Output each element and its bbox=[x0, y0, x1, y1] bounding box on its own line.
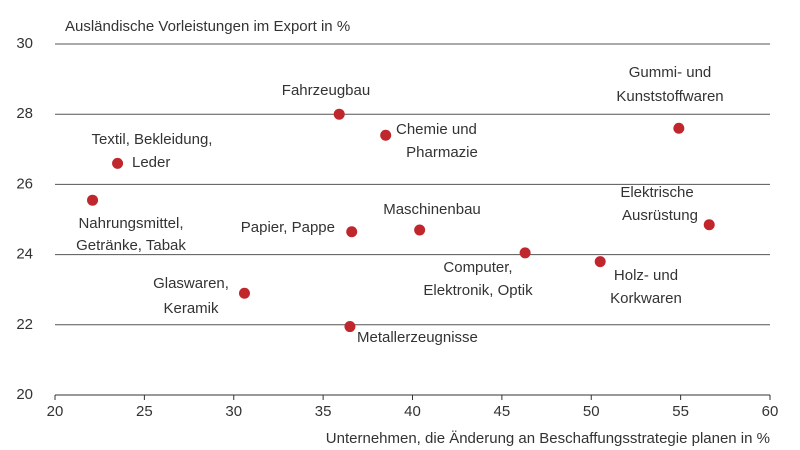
point-label: Papier, Pappe bbox=[241, 219, 335, 236]
y-tick-label: 28 bbox=[16, 105, 33, 122]
point-label: Metallerzeugnisse bbox=[357, 329, 478, 346]
y-axis-label: Ausländische Vorleistungen im Export in … bbox=[65, 18, 350, 35]
y-tick-label: 24 bbox=[16, 246, 33, 263]
point-label: Keramik bbox=[163, 300, 219, 317]
x-tick-label: 45 bbox=[494, 403, 511, 420]
point-label: Nahrungsmittel, bbox=[78, 215, 183, 232]
x-tick-label: 25 bbox=[136, 403, 153, 420]
point-label: Getränke, Tabak bbox=[76, 237, 186, 254]
point-label: Korkwaren bbox=[610, 290, 682, 307]
point bbox=[673, 122, 685, 134]
x-tick-label: 30 bbox=[225, 403, 242, 420]
point bbox=[380, 129, 392, 141]
x-tick-label: 20 bbox=[47, 403, 64, 420]
point bbox=[519, 247, 531, 259]
point-label: Computer, bbox=[443, 259, 512, 276]
point-label: Fahrzeugbau bbox=[282, 82, 370, 99]
y-tick-label: 26 bbox=[16, 175, 33, 192]
point bbox=[344, 321, 356, 333]
x-axis-label: Unternehmen, die Änderung an Beschaffung… bbox=[326, 430, 770, 447]
point bbox=[594, 256, 606, 268]
point-label: Elektrische bbox=[620, 184, 693, 201]
point-label: Gummi- und bbox=[629, 64, 712, 81]
x-tick-label: 60 bbox=[762, 403, 779, 420]
x-tick-label: 55 bbox=[672, 403, 689, 420]
y-tick-label: 20 bbox=[16, 386, 33, 403]
point bbox=[112, 157, 124, 169]
x-tick-label: 35 bbox=[315, 403, 332, 420]
x-tick-label: 40 bbox=[404, 403, 421, 420]
y-tick-label: 30 bbox=[16, 35, 33, 52]
point-label: Leder bbox=[132, 154, 170, 171]
x-tick-label: 50 bbox=[583, 403, 600, 420]
y-tick-label: 22 bbox=[16, 316, 33, 333]
point bbox=[238, 287, 250, 299]
point-label: Ausrüstung bbox=[622, 207, 698, 224]
point-label: Maschinenbau bbox=[383, 201, 481, 218]
point bbox=[703, 219, 715, 231]
point-label: Chemie und bbox=[396, 121, 477, 138]
point-label: Textil, Bekleidung, bbox=[92, 131, 213, 148]
point-label: Holz- und bbox=[614, 267, 678, 284]
point-label: Pharmazie bbox=[406, 144, 478, 161]
point bbox=[333, 108, 345, 120]
point-label: Glaswaren, bbox=[153, 275, 229, 292]
point bbox=[87, 194, 99, 206]
point bbox=[414, 224, 426, 236]
point bbox=[346, 226, 358, 238]
point-label: Elektronik, Optik bbox=[423, 282, 533, 299]
point-label: Kunststoffwaren bbox=[616, 88, 723, 105]
